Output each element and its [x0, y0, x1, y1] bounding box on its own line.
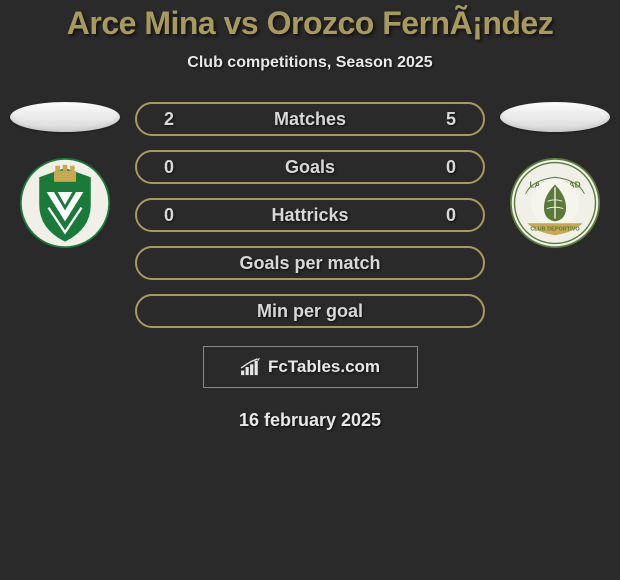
- left-team-logo: [19, 157, 111, 249]
- brand-attribution: FcTables.com: [203, 346, 418, 388]
- stat-row-hattricks: 0 Hattricks 0: [135, 198, 485, 232]
- page-title: Arce Mina vs Orozco FernÃ¡ndez: [0, 5, 620, 42]
- stat-left-value: 2: [159, 109, 179, 130]
- date-label: 16 february 2025: [0, 410, 620, 431]
- left-side: [5, 102, 125, 249]
- comparison-card: Arce Mina vs Orozco FernÃ¡ndez Club comp…: [0, 0, 620, 580]
- stat-right-value: 0: [441, 205, 461, 226]
- stat-left-value: 0: [159, 205, 179, 226]
- stat-row-goals-per-match: Goals per match: [135, 246, 485, 280]
- brand-text: FcTables.com: [268, 357, 380, 377]
- stats-column: 2 Matches 5 0 Goals 0 0 Hattricks 0 Goal…: [135, 102, 485, 328]
- right-side: LA EQUIDAD CLUB DEPORTIVO: [495, 102, 615, 249]
- right-team-logo: LA EQUIDAD CLUB DEPORTIVO: [509, 157, 601, 249]
- comparison-content: 2 Matches 5 0 Goals 0 0 Hattricks 0 Goal…: [0, 102, 620, 328]
- stat-row-min-per-goal: Min per goal: [135, 294, 485, 328]
- svg-text:CLUB DEPORTIVO: CLUB DEPORTIVO: [530, 227, 580, 233]
- right-oval-placeholder: [500, 102, 610, 132]
- left-oval-placeholder: [10, 102, 120, 132]
- stat-label: Goals per match: [179, 253, 441, 274]
- stat-label: Hattricks: [179, 205, 441, 226]
- chart-icon: [240, 358, 262, 376]
- stat-label: Min per goal: [179, 301, 441, 322]
- stat-row-matches: 2 Matches 5: [135, 102, 485, 136]
- stat-left-value: 0: [159, 157, 179, 178]
- stat-right-value: 0: [441, 157, 461, 178]
- stat-label: Matches: [179, 109, 441, 130]
- page-subtitle: Club competitions, Season 2025: [0, 54, 620, 72]
- stat-row-goals: 0 Goals 0: [135, 150, 485, 184]
- stat-label: Goals: [179, 157, 441, 178]
- stat-right-value: 5: [441, 109, 461, 130]
